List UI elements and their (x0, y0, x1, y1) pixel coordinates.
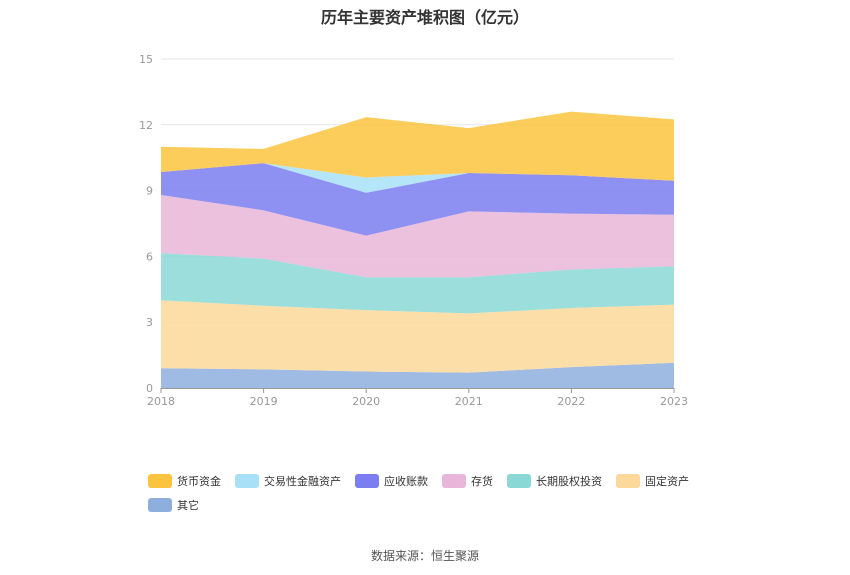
y-tick-label: 9 (146, 185, 153, 198)
legend-swatch (616, 474, 640, 488)
x-tick-label: 2021 (455, 395, 483, 408)
stacked-area-chart: 0 3 6 9 12 15 2018 2019 2020 2021 2022 2023 (139, 53, 688, 408)
legend-swatch (442, 474, 466, 488)
legend-item[interactable]: 其它 (148, 496, 199, 514)
area-series-6 (161, 111, 674, 181)
x-tick-label: 2018 (147, 395, 175, 408)
legend-label: 应收账款 (384, 475, 428, 488)
x-tick-label: 2019 (250, 395, 278, 408)
legend-item[interactable]: 存货 (442, 472, 493, 490)
legend-label: 存货 (471, 475, 493, 488)
legend-item[interactable]: 交易性金融资产 (235, 472, 341, 490)
area-series-2 (161, 253, 674, 314)
area-series-4 (161, 163, 674, 236)
legend-swatch (507, 474, 531, 488)
legend-swatch (148, 498, 172, 512)
y-tick-label: 12 (139, 119, 153, 132)
y-tick-label: 3 (146, 316, 153, 329)
legend-label: 其它 (177, 499, 199, 512)
legend-item[interactable]: 应收账款 (355, 472, 428, 490)
legend-label: 交易性金融资产 (264, 475, 341, 488)
legend-label: 货币资金 (177, 475, 221, 488)
legend-item[interactable]: 长期股权投资 (507, 472, 602, 490)
legend-swatch (355, 474, 379, 488)
area-series-0 (161, 362, 674, 388)
legend-label: 固定资产 (645, 475, 689, 488)
legend-item[interactable]: 固定资产 (616, 472, 689, 490)
y-tick-label: 6 (146, 250, 153, 263)
y-tick-label: 0 (146, 382, 153, 395)
legend-item[interactable]: 货币资金 (148, 472, 221, 490)
area-series-3 (161, 194, 674, 278)
chart-legend: 货币资金 交易性金融资产 应收账款 存货 长期股权投资 固定资产其它 (148, 472, 748, 514)
area-series-1 (161, 300, 674, 373)
legend-label: 长期股权投资 (536, 475, 602, 488)
area-series-5 (161, 163, 674, 193)
data-source: 数据来源：恒生聚源 (370, 549, 479, 563)
x-tick-label: 2022 (557, 395, 585, 408)
chart-title: 历年主要资产堆积图（亿元） (320, 8, 529, 27)
x-tick-label: 2023 (660, 395, 688, 408)
x-tick-label: 2020 (352, 395, 380, 408)
y-tick-label: 15 (139, 53, 153, 66)
legend-swatch (148, 474, 172, 488)
legend-swatch (235, 474, 259, 488)
